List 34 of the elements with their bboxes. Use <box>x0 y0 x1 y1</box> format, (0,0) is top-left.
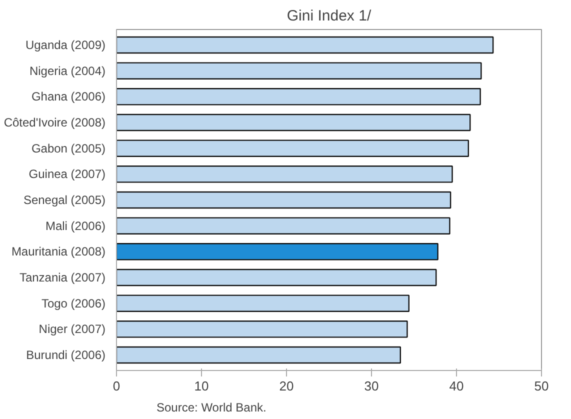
bar <box>116 294 410 312</box>
y-tick-label: Nigeria (2004) <box>29 64 106 78</box>
x-tick-label: 0 <box>112 378 120 394</box>
x-tick-label: 20 <box>279 378 294 394</box>
y-tick-label: Côted'Ivoire (2008) <box>4 116 106 130</box>
y-tick-label: Guinea (2007) <box>28 167 106 182</box>
y-tick-label: Mauritania (2008) <box>11 244 106 259</box>
y-tick-label: Gabon (2005) <box>31 141 106 156</box>
bar <box>116 140 469 157</box>
bar <box>116 114 471 132</box>
y-tick-label: Togo (2006) <box>41 296 106 310</box>
x-tick-label: 40 <box>449 378 464 394</box>
x-tick-label: 50 <box>534 378 549 394</box>
chart-title: Gini Index 1/ <box>286 8 372 24</box>
y-tick-label: Ghana (2006) <box>31 90 106 104</box>
bar <box>116 88 481 106</box>
x-tick-label: 10 <box>194 378 209 394</box>
bar <box>116 166 453 183</box>
bar <box>116 268 437 286</box>
y-tick-label: Niger (2007) <box>38 322 106 336</box>
y-tick-label: Burundi (2006) <box>26 348 106 362</box>
bar <box>116 36 494 54</box>
source-note: Source: World Bank. <box>156 400 266 414</box>
x-tick-label: 30 <box>364 378 379 394</box>
bar <box>116 243 438 260</box>
y-tick-label: Senegal (2005) <box>23 193 106 207</box>
bar <box>116 217 450 234</box>
y-tick-label: Uganda (2009) <box>25 38 106 52</box>
bar <box>116 62 482 80</box>
bar <box>116 346 401 364</box>
y-tick-label: Mali (2006) <box>45 218 106 233</box>
y-tick-label: Tanzania (2007) <box>19 270 106 284</box>
bar <box>116 320 408 338</box>
bar <box>116 191 452 209</box>
